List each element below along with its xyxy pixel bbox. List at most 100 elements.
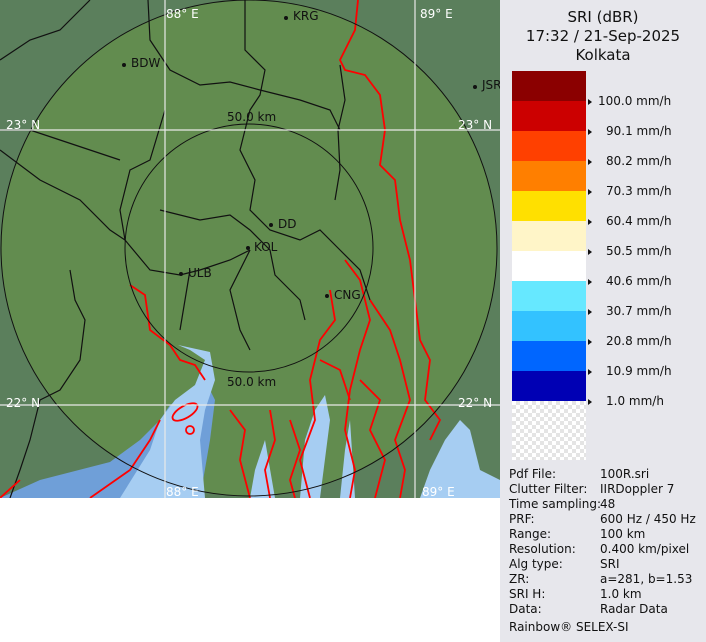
metadata-row: Alg type: SRI — [509, 557, 620, 571]
legend-value: 90.1 mm/h — [606, 124, 672, 138]
radar-map[interactable]: 88° E 89° E 88° E 89° E 23° N 23° N 22° … — [0, 0, 500, 498]
metadata-key: ZR: — [509, 572, 530, 586]
legend-swatch — [512, 341, 586, 371]
legend-swatch — [512, 221, 586, 251]
legend-label: 50.5 mm/h — [588, 244, 672, 258]
legend-value: 100.0 mm/h — [598, 94, 672, 108]
product-title: SRI (dBR) — [567, 8, 639, 26]
metadata-key: Range: — [509, 527, 552, 541]
metadata-key: Pdf File: — [509, 467, 557, 481]
river-channels — [250, 395, 500, 498]
tick-marker-icon — [588, 158, 592, 165]
metadata-value: 100R.sri — [600, 467, 650, 481]
metadata-key: PRF: — [509, 512, 535, 526]
legend-label: 90.1 mm/h — [588, 124, 672, 138]
tick-marker-icon — [588, 398, 592, 405]
city-dd: DD — [278, 217, 296, 231]
metadata-value: a=281, b=1.53 — [600, 572, 693, 586]
legend-swatch — [512, 161, 586, 191]
city-ulb: ULB — [188, 266, 212, 280]
tick-marker-icon — [588, 218, 592, 225]
legend-label: 70.3 mm/h — [588, 184, 672, 198]
metadata-value: IIRDoppler 7 — [600, 482, 675, 496]
legend-value: 60.4 mm/h — [606, 214, 672, 228]
grid-label-lat-22-right: 22° N — [458, 396, 492, 410]
legend-no-data-swatch — [512, 401, 586, 460]
metadata-row: ZR: a=281, b=1.53 — [509, 572, 692, 586]
city-cng: CNG — [334, 288, 361, 302]
metadata-key: Clutter Filter: — [509, 482, 588, 496]
timestamp: 17:32 / 21-Sep-2025 — [525, 27, 681, 45]
metadata-key: Resolution: — [509, 542, 576, 556]
legend-value: 1.0 mm/h — [606, 394, 664, 408]
grid-label-lon-88-bottom: 88° E — [166, 485, 199, 498]
metadata-key: Data: — [509, 602, 542, 616]
legend-label: 10.9 mm/h — [588, 364, 672, 378]
legend-swatch — [512, 251, 586, 281]
legend-label: 1.0 mm/h — [588, 394, 664, 408]
rivers-and-boundary — [0, 0, 442, 498]
legend-value: 50.5 mm/h — [606, 244, 672, 258]
metadata-row: Data: Radar Data — [509, 602, 668, 616]
city-bdw: BDW — [131, 56, 160, 70]
legend-swatch — [512, 131, 586, 161]
metadata-value: 0.400 km/pixel — [600, 542, 690, 556]
metadata-value: 100 km — [600, 527, 646, 541]
metadata-row: PRF: 600 Hz / 450 Hz — [509, 512, 696, 526]
metadata-row: Time sampling: 48 — [509, 497, 615, 511]
legend-swatch — [512, 281, 586, 311]
legend-value: 20.8 mm/h — [606, 334, 672, 348]
metadata-row: Resolution: 0.400 km/pixel — [509, 542, 689, 556]
metadata-row: Range: 100 km — [509, 527, 645, 541]
tick-marker-icon — [588, 368, 592, 375]
footer-brand: Rainbow® SELEX-SI — [509, 620, 629, 634]
legend-label: 30.7 mm/h — [588, 304, 672, 318]
metadata-value: 1.0 km — [600, 587, 642, 601]
tick-marker-icon — [588, 338, 592, 345]
site-name: Kolkata — [575, 46, 631, 64]
tick-marker-icon — [588, 308, 592, 315]
legend-swatch — [512, 311, 586, 341]
metadata-value: 600 Hz / 450 Hz — [600, 512, 696, 526]
range-ring-50km — [124, 123, 374, 373]
metadata-row: SRI H: 1.0 km — [509, 587, 642, 601]
grid-label-lat-23: 23° N — [6, 118, 40, 132]
legend-label: 100.0 mm/h — [588, 94, 671, 108]
metadata-row: Clutter Filter: IIRDoppler 7 — [509, 482, 674, 496]
grid-label-lon-89: 89° E — [420, 7, 453, 21]
metadata-row: Pdf File: 100R.sri — [509, 467, 649, 481]
tick-marker-icon — [588, 278, 592, 285]
range-label-bottom: 50.0 km — [227, 375, 276, 389]
metadata-key: Alg type: — [509, 557, 563, 571]
grid-label-lon-89-bottom: 89° E — [422, 485, 455, 498]
grid-label-lon-88: 88° E — [166, 7, 199, 21]
legend-label: 20.8 mm/h — [588, 334, 672, 348]
hooghly-estuary — [120, 345, 215, 498]
legend-label: 80.2 mm/h — [588, 154, 672, 168]
lat-lon-grid — [0, 0, 500, 498]
legend-swatch — [512, 371, 586, 401]
tick-marker-icon — [588, 98, 592, 105]
legend-value: 80.2 mm/h — [606, 154, 672, 168]
metadata-value: 48 — [600, 497, 616, 511]
range-ring-100km — [0, 0, 498, 497]
city-krg: KRG — [293, 9, 319, 23]
metadata-value: SRI — [600, 557, 620, 571]
legend-swatch — [512, 191, 586, 221]
tick-marker-icon — [588, 248, 592, 255]
grid-label-lat-23-right: 23° N — [458, 118, 492, 132]
grid-label-lat-22: 22° N — [6, 396, 40, 410]
legend-value: 30.7 mm/h — [606, 304, 672, 318]
city-kol: KOL — [254, 240, 278, 254]
metadata-key: Time sampling: — [509, 497, 602, 511]
city-jsr: JSR — [481, 78, 500, 92]
range-label-top: 50.0 km — [227, 110, 276, 124]
legend-swatch — [512, 71, 586, 101]
legend-swatch — [512, 101, 586, 131]
tick-marker-icon — [588, 188, 592, 195]
info-panel: SRI (dBR) 17:32 / 21-Sep-2025 Kolkata 10… — [500, 0, 706, 642]
legend-label: 40.6 mm/h — [588, 274, 672, 288]
legend-value: 70.3 mm/h — [606, 184, 672, 198]
legend-value: 40.6 mm/h — [606, 274, 672, 288]
legend-label: 60.4 mm/h — [588, 214, 672, 228]
